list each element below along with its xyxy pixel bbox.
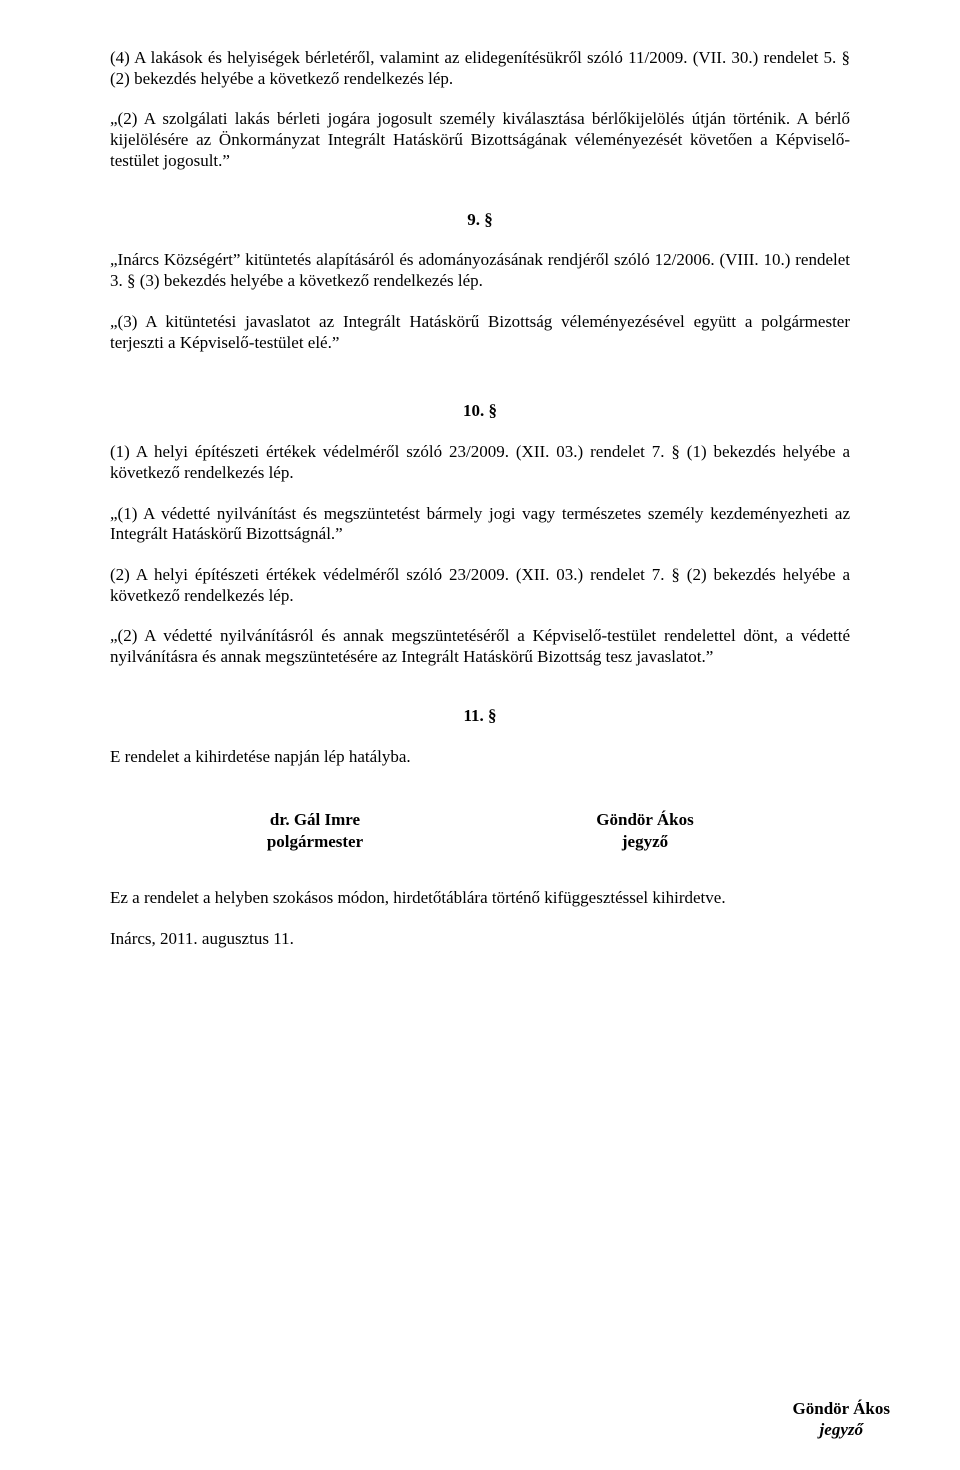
signature-left-title: polgármester: [150, 831, 480, 852]
paragraph-11-effect: E rendelet a kihirdetése napján lép hatá…: [110, 747, 850, 768]
paragraph-publication: Ez a rendelet a helyben szokásos módon, …: [110, 888, 850, 909]
signature-right: Göndör Ákos jegyző: [480, 809, 850, 852]
signature-bottom: Göndör Ákos jegyző: [793, 1398, 890, 1441]
paragraph-10-2-intro: (2) A helyi építészeti értékek védelmérő…: [110, 565, 850, 606]
section-number-10: 10. §: [110, 401, 850, 422]
paragraph-4-quote: „(2) A szolgálati lakás bérleti jogára j…: [110, 109, 850, 171]
paragraph-10-2-quote: „(2) A védetté nyilvánításról és annak m…: [110, 626, 850, 667]
section-number-11: 11. §: [110, 706, 850, 727]
signature-right-name: Göndör Ákos: [480, 809, 810, 830]
signature-row: dr. Gál Imre polgármester Göndör Ákos je…: [110, 809, 850, 852]
paragraph-10-1-intro: (1) A helyi építészeti értékek védelmérő…: [110, 442, 850, 483]
document-page: (4) A lakások és helyiségek bérletéről, …: [0, 0, 960, 1470]
paragraph-4-intro: (4) A lakások és helyiségek bérletéről, …: [110, 48, 850, 89]
spacer: [110, 688, 850, 694]
spacer: [110, 373, 850, 389]
section-number-9: 9. §: [110, 210, 850, 231]
signature-left-name: dr. Gál Imre: [150, 809, 480, 830]
signature-bottom-name: Göndör Ákos: [793, 1398, 890, 1419]
signature-bottom-title: jegyző: [793, 1419, 890, 1440]
spacer: [110, 192, 850, 198]
paragraph-10-1-quote: „(1) A védetté nyilvánítást és megszünte…: [110, 504, 850, 545]
paragraph-9-quote: „(3) A kitüntetési javaslatot az Integrá…: [110, 312, 850, 353]
paragraph-9-intro: „Inárcs Községért” kitüntetés alapításár…: [110, 250, 850, 291]
paragraph-date: Inárcs, 2011. augusztus 11.: [110, 929, 850, 950]
signature-right-title: jegyző: [480, 831, 810, 852]
signature-bottom-wrap: Göndör Ákos jegyző: [0, 1344, 960, 1441]
signature-left: dr. Gál Imre polgármester: [110, 809, 480, 852]
